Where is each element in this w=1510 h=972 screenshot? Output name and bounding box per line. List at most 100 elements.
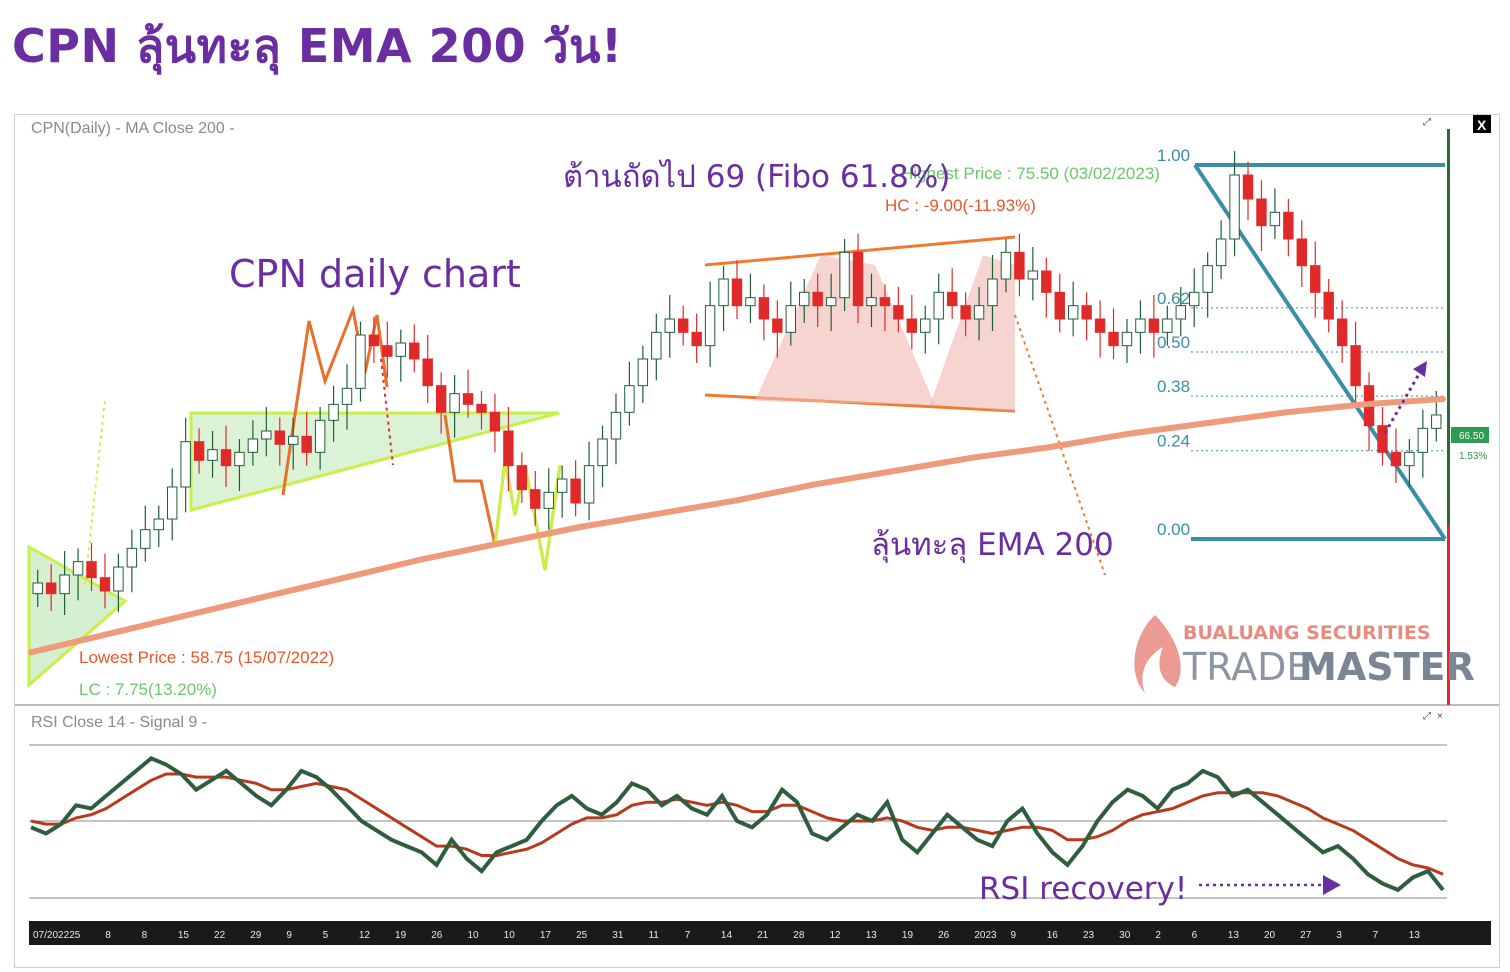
date-tick-label: 8 (142, 930, 148, 941)
ema-200-line (28, 396, 1446, 656)
date-tick-label: 10 (504, 930, 516, 941)
annotation-ema-break: ลุ้นทะลุ EMA 200 (871, 527, 1114, 564)
candle-body (341, 387, 353, 405)
candle-body (476, 403, 487, 413)
fibo-level-label: 0.38 (1157, 377, 1190, 396)
price-legend: CPN(Daily) - MA Close 200 - (31, 120, 235, 137)
candle-body (624, 385, 635, 413)
candle-body (1215, 238, 1227, 267)
candle-body (247, 438, 259, 453)
annotation-resistance: ต้านถัดไป 69 (Fibo 61.8%) (563, 159, 950, 195)
candle-body (1350, 345, 1361, 387)
candle-body (274, 430, 285, 445)
candle-body (906, 318, 918, 333)
close-icon[interactable]: X (1477, 117, 1487, 133)
date-tick-label: 25 (576, 930, 588, 941)
candle-body (920, 318, 931, 333)
expand-icon[interactable]: ⤢ (1423, 117, 1431, 128)
rsi-signal-line (30, 772, 1444, 876)
date-tick-label: 27 (1300, 930, 1312, 941)
candle-body (543, 491, 554, 509)
candle-body (1256, 198, 1267, 227)
channel-top (704, 235, 1016, 267)
candle-body (503, 430, 514, 467)
close-button[interactable] (1473, 115, 1491, 133)
date-tick-label: 13 (1228, 930, 1240, 941)
fibo-level-label: 0.62 (1157, 289, 1190, 308)
watermark-line1: BUALUANG SECURITIES (1183, 622, 1431, 644)
candle-body (32, 582, 43, 595)
rsi-expand-icon[interactable]: ⤢ (1423, 711, 1431, 722)
date-tick-label: 26 (938, 930, 950, 941)
date-tick-label: 7 (685, 930, 691, 941)
candle-body (207, 449, 218, 461)
page-title: CPN ลุ้นทะลุ EMA 200 วัน! (12, 19, 623, 73)
date-tick-label: 21 (757, 930, 769, 941)
candle-body (704, 305, 716, 347)
date-tick-label: 19 (902, 930, 914, 941)
candle-body (973, 305, 985, 320)
date-tick-label: 9 (1011, 930, 1017, 941)
candle-body (1431, 414, 1442, 429)
candle-body (72, 561, 84, 576)
candle-body (314, 419, 326, 453)
candle-body (1108, 331, 1119, 347)
candle-body (987, 278, 998, 307)
last-price-tag-bg (1451, 427, 1489, 443)
candle-body (1148, 318, 1160, 333)
breakout-arrow (1383, 366, 1425, 434)
candle-body (678, 318, 689, 333)
rsi-close-icon[interactable]: × (1437, 711, 1443, 722)
date-tick-label: 07/2022 (33, 930, 70, 941)
date-tick-label: 11 (648, 930, 659, 941)
date-tick-label: 23 (1083, 930, 1095, 941)
candle-body (718, 278, 729, 307)
candle-body (799, 291, 810, 307)
candle-body (409, 342, 420, 360)
candle-body (261, 430, 272, 440)
date-tick-label: 12 (830, 930, 842, 941)
date-tick-label: 13 (866, 930, 878, 941)
chart-frame: 07/2022 25 8 8 15 22 29 9 5 12 19 26 10 10 17 25 31 11 7 14… (14, 114, 1500, 968)
date-tick-label: 20 (1264, 930, 1276, 941)
candle-body (583, 465, 595, 504)
candle-body (1054, 291, 1065, 320)
annotation-rsi-recovery: RSI recovery! (979, 871, 1187, 907)
candle-body (960, 305, 971, 320)
candle-body (355, 334, 366, 389)
candle-body (637, 358, 649, 387)
date-tick-label: 8 (105, 930, 111, 941)
date-tick-label: 17 (540, 930, 552, 941)
candle-body (1323, 291, 1334, 320)
candle-body (785, 305, 796, 333)
candle-body (1081, 305, 1092, 320)
zigzag-top (281, 304, 389, 496)
candle-body (140, 529, 151, 549)
last-price-tag: 66.50 (1459, 431, 1484, 442)
candle-body (45, 582, 57, 595)
rsi-legend: RSI Close 14 - Signal 9 - (31, 714, 207, 731)
date-tick-label: 2 (1155, 930, 1161, 941)
candle-body (1310, 265, 1321, 293)
date-tick-label: 28 (793, 930, 805, 941)
date-tick-label: 31 (612, 930, 624, 941)
candle-body (1336, 318, 1348, 347)
candle-body (126, 547, 138, 568)
candle-body (180, 441, 191, 488)
candle-body (1067, 305, 1079, 320)
date-tick-label: 12 (359, 930, 371, 941)
date-tick-label: 7 (1373, 930, 1379, 941)
candle-body (772, 318, 783, 333)
candle-body (691, 331, 702, 347)
date-tick-label: 25 (69, 930, 81, 941)
candle-body (731, 278, 743, 307)
price-panel (15, 115, 1499, 705)
candle-body (839, 251, 850, 299)
candle-body (1014, 251, 1025, 280)
candle-body (556, 478, 568, 493)
candle-body (866, 297, 877, 307)
candle-body (86, 561, 97, 579)
candle-body (113, 566, 124, 592)
candle-body (395, 342, 407, 357)
candle-body (1377, 425, 1388, 453)
